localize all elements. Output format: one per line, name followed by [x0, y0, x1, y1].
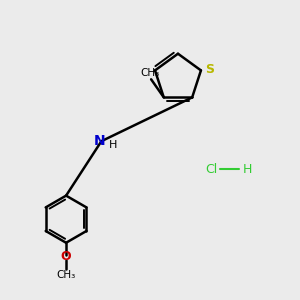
- Text: CH₃: CH₃: [140, 68, 159, 78]
- Text: CH₃: CH₃: [56, 269, 76, 280]
- Text: N: N: [94, 134, 106, 148]
- Text: Cl: Cl: [206, 163, 218, 176]
- Text: H: H: [108, 140, 117, 150]
- Text: O: O: [61, 250, 71, 263]
- Text: H: H: [243, 163, 252, 176]
- Text: S: S: [205, 63, 214, 76]
